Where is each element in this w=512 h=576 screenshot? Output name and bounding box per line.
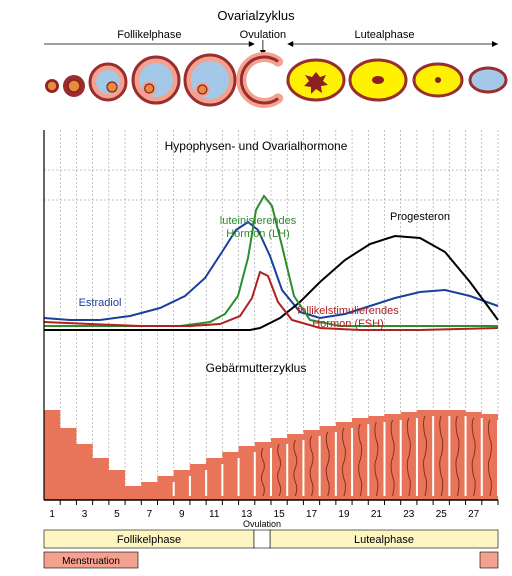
follicle-primary bbox=[63, 75, 85, 97]
x-tick-label: 27 bbox=[468, 509, 480, 520]
section-title-gebaer: Gebärmutterzyklus bbox=[206, 361, 307, 375]
phase-label-ovulation: Ovulation bbox=[240, 29, 286, 41]
follicle-secondary bbox=[90, 64, 126, 100]
x-tick-label: 17 bbox=[306, 509, 318, 520]
label-estradiol: Estradiol bbox=[79, 297, 122, 309]
x-tick-label: 9 bbox=[179, 509, 185, 520]
diagram: Ovarialzyklus Follikelphase Ovulation Lutea… bbox=[0, 0, 512, 576]
phase-bar-label-luteal: Lutealphase bbox=[354, 534, 414, 546]
x-tick-label: 7 bbox=[147, 509, 153, 520]
follicle-luteum bbox=[350, 60, 406, 100]
follicle-albicans bbox=[470, 68, 506, 92]
x-tick-label: 19 bbox=[338, 509, 350, 520]
section-title-hypophyse: Hypophysen- und Ovarialhormone bbox=[165, 139, 348, 153]
phase-label-follikel: Follikelphase bbox=[117, 29, 181, 41]
follicle-luteum_late bbox=[414, 64, 462, 96]
label-lh-2: Hormon (LH) bbox=[226, 228, 290, 240]
follicle-luteum_early bbox=[288, 60, 344, 100]
phase-bar-label-ovulation: Ovulation bbox=[243, 519, 281, 529]
label-lh-1: luteinisierendes bbox=[220, 215, 297, 227]
phase-label-luteal: Lutealphase bbox=[355, 29, 415, 41]
x-tick-label: 23 bbox=[403, 509, 415, 520]
x-tick-label: 1 bbox=[49, 509, 55, 520]
x-tick-label: 5 bbox=[114, 509, 120, 520]
x-tick-label: 3 bbox=[82, 509, 88, 520]
label-progesteron: Progesteron bbox=[390, 211, 450, 223]
follicle-primordial bbox=[45, 79, 59, 93]
phase-bar-label-follikel: Follikelphase bbox=[117, 534, 181, 546]
label-fsh-2: Hormon (FSH) bbox=[312, 318, 384, 330]
follicle-graafian bbox=[185, 55, 235, 105]
phase-bar-label-menstruation: Menstruation bbox=[62, 556, 120, 567]
x-tick-label: 25 bbox=[436, 509, 448, 520]
label-fsh-1: follikelstimulierendes bbox=[297, 305, 399, 317]
phase-bar-menstruation-next bbox=[480, 552, 498, 568]
follicle-antral bbox=[133, 57, 179, 103]
section-title-ovarial: Ovarialzyklus bbox=[217, 8, 295, 23]
x-tick-label: 21 bbox=[371, 509, 383, 520]
phase-bar-ovulation bbox=[254, 530, 270, 548]
x-tick-label: 11 bbox=[209, 509, 220, 520]
